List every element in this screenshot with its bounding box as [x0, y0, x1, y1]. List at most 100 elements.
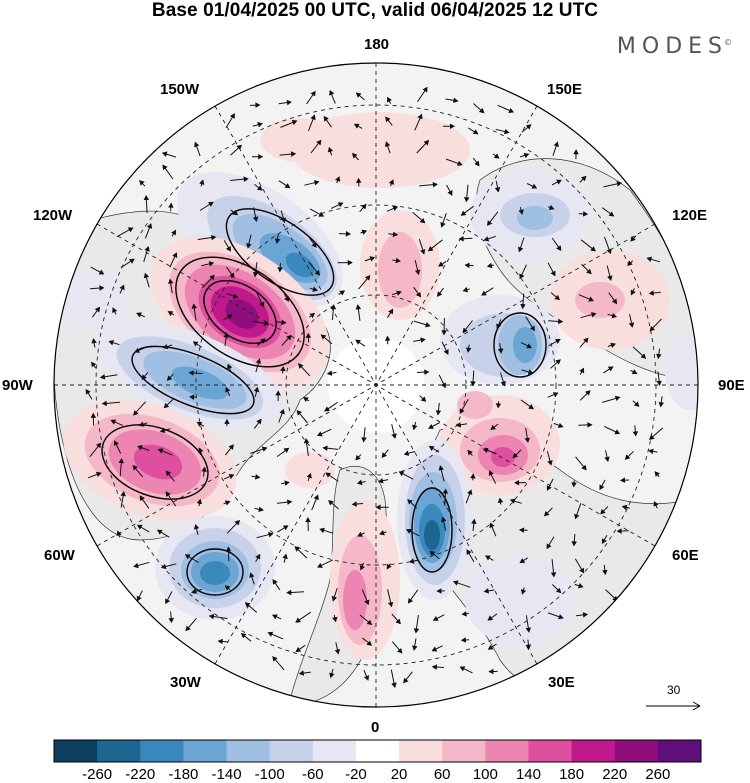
colorbar-tick-label: 260 [645, 766, 671, 783]
wind-arrow-head [392, 205, 399, 211]
wind-arrow-head [303, 397, 309, 403]
wind-arrow-head [391, 682, 397, 689]
wind-arrow-head [407, 499, 413, 505]
wind-arrow-head [488, 668, 494, 675]
wind-arrow-head [198, 447, 204, 453]
wind-arrow-head [656, 353, 662, 360]
wind-arrow-head [484, 555, 491, 561]
wind-arrow-head [313, 180, 320, 186]
wind-arrow-head [472, 129, 479, 135]
wind-arrow-head [441, 382, 446, 389]
wind-arrow-head [306, 472, 312, 479]
wind-arrow-head [519, 273, 525, 280]
colorbar-swatch [140, 740, 184, 762]
wind-arrow-head [527, 369, 534, 375]
wind-arrow-head [295, 646, 302, 653]
wind-arrow-head [461, 611, 467, 617]
wind-arrow-head [256, 185, 263, 191]
wind-arrow-head [599, 484, 605, 491]
wind-arrow-head [420, 337, 426, 343]
wind-arrow-head [471, 518, 477, 524]
wind-arrow-head [654, 471, 660, 477]
wind-arrow-head [600, 508, 606, 515]
wind-arrow-head [85, 388, 91, 395]
wind-arrow-head [552, 392, 559, 398]
wind-arrow-head [252, 216, 259, 223]
wind-arrow-head [232, 293, 239, 299]
wind-arrow-head [112, 307, 118, 314]
wind-arrow-head [188, 370, 194, 376]
wind-arrow-head [520, 589, 527, 595]
wind-arrow-head [232, 210, 239, 216]
wind-arrow-head [240, 633, 247, 639]
colorbar-swatch [528, 740, 573, 762]
colorbar-swatch [312, 740, 357, 762]
colorbar-swatch [442, 740, 486, 762]
wind-arrow-head [210, 234, 217, 241]
wind-arrow-head [275, 390, 281, 396]
wind-arrow-head [310, 114, 316, 121]
wind-arrow-head [386, 96, 392, 103]
wind-arrow-head [428, 424, 434, 429]
wind-arrow-head [283, 447, 290, 453]
wind-arrow-head [442, 488, 449, 494]
wind-arrow-head [320, 334, 327, 340]
wind-arrow-head [327, 146, 334, 153]
wind-arrow-head [474, 160, 480, 167]
wind-arrow-head [208, 201, 214, 207]
wind-arrow-head [255, 102, 261, 108]
wind-arrow-head [226, 314, 233, 320]
wind-arrow-head [224, 500, 231, 506]
wind-arrow-head [653, 501, 659, 507]
wind-arrow-head [555, 587, 562, 594]
wind-arrow-head [141, 374, 147, 381]
map-title: Base 01/04/2025 00 UTC, valid 06/04/2025… [151, 0, 599, 21]
wind-arrow-head [420, 249, 426, 255]
wind-arrow-head [94, 306, 101, 313]
wind-arrow-head [208, 613, 215, 620]
wind-arrow-head [325, 472, 332, 478]
wind-arrow-head [284, 296, 290, 302]
wind-arrow-head [483, 588, 490, 594]
wind-arrow-head [361, 229, 368, 235]
wind-arrow-head [161, 151, 168, 157]
wind-arrow-head [392, 231, 399, 238]
wind-arrow-head [649, 325, 655, 332]
wind-arrow-head [361, 437, 367, 443]
wind-arrow-head [255, 358, 262, 364]
wind-arrow-head [361, 203, 367, 210]
wind-arrow-head [555, 359, 561, 365]
lon-label-30w: 30W [170, 674, 201, 691]
wind-arrow-head [317, 562, 323, 568]
wind-arrow-head [405, 528, 412, 534]
wind-arrow-head [255, 553, 261, 560]
wind-arrow-head [460, 210, 467, 216]
wind-arrow-head [495, 403, 502, 409]
brand-copyright-mark: © [724, 37, 732, 47]
wind-arrow-head [267, 631, 274, 637]
wind-arrow-head [258, 153, 264, 160]
wind-arrow-head [624, 454, 631, 460]
wind-arrow-head [525, 124, 532, 130]
wind-arrow-head [548, 204, 555, 211]
wind-arrow-head [580, 175, 587, 182]
wind-arrow-head [326, 370, 333, 376]
wind-arrow-head [191, 303, 197, 309]
map-boundary [53, 62, 699, 708]
wind-arrow-head [99, 285, 105, 291]
wind-arrow-head [579, 367, 585, 374]
wind-arrow-head [422, 86, 428, 93]
wind-arrow-head [199, 179, 205, 186]
wind-arrow-head [110, 419, 117, 425]
colorbar-tick-label: 140 [515, 766, 541, 783]
reference-vector-label: 30 [667, 683, 681, 697]
wind-arrow-head [460, 637, 467, 643]
wind-arrow-head [486, 220, 493, 226]
wind-arrow-head [508, 107, 515, 113]
wind-arrow-head [252, 271, 259, 278]
wind-arrow-head [243, 176, 249, 183]
wind-arrow-head [225, 245, 231, 252]
wind-arrow-head [337, 202, 344, 208]
wind-arrow-head [261, 446, 268, 452]
wind-arrow-head [165, 598, 171, 605]
